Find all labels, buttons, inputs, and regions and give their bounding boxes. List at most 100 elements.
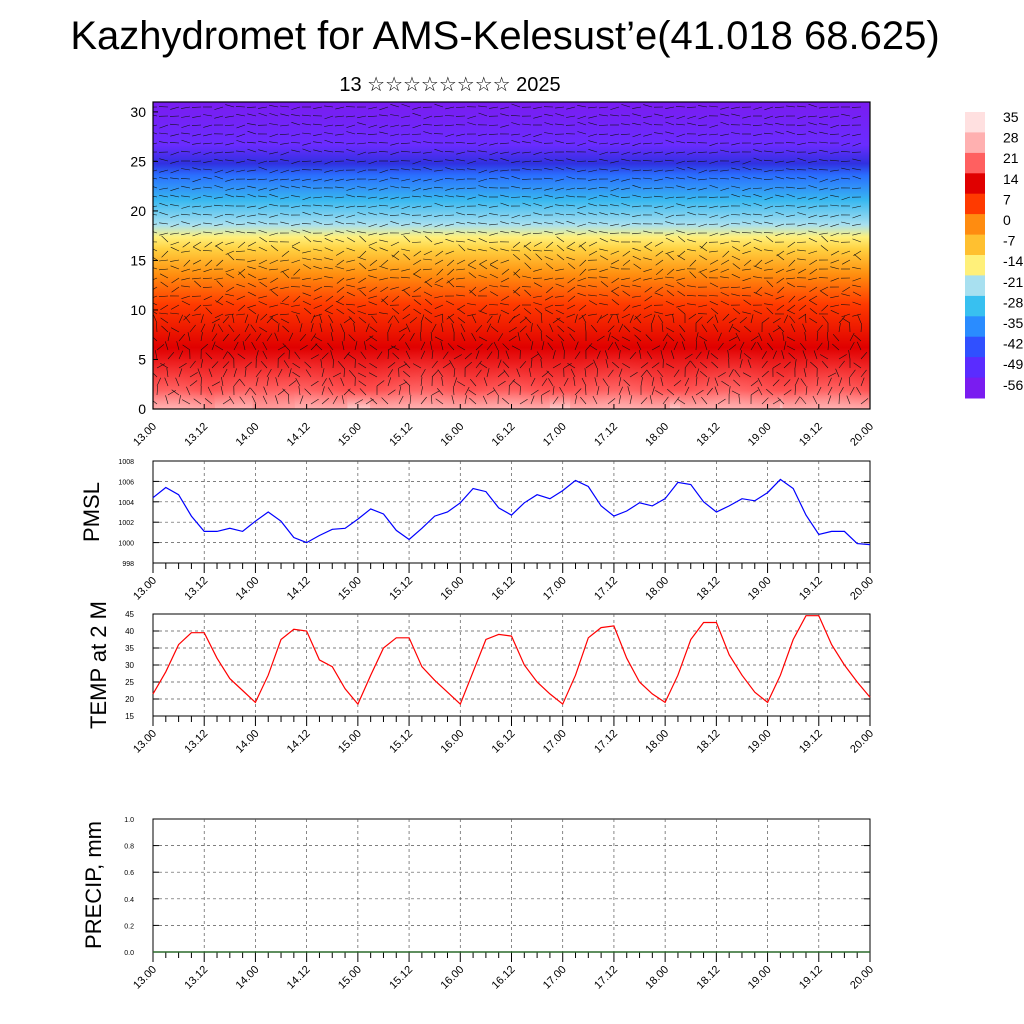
wind-vector [216, 280, 224, 288]
x-tick-label: 18.12 [695, 575, 723, 603]
wind-vector [357, 286, 367, 290]
x-tick-label: 14.00 [234, 421, 262, 449]
wind-vector [423, 131, 433, 135]
wind-vector [511, 160, 521, 163]
wind-vector [775, 160, 785, 163]
wind-vector [335, 220, 345, 225]
wind-vector [258, 205, 268, 210]
wind-vector [816, 342, 823, 351]
y-tick-label: 10 [130, 302, 146, 318]
wind-vector [699, 370, 708, 378]
wind-vector [444, 151, 455, 153]
wind-vector [319, 314, 323, 324]
wind-vector [181, 232, 191, 236]
wind-vector [732, 308, 741, 315]
wind-vector [644, 295, 653, 302]
wind-vector [165, 395, 169, 405]
wind-vector [502, 361, 510, 369]
wind-vector [698, 304, 708, 308]
wind-vector [646, 351, 653, 360]
wind-vector [467, 248, 477, 252]
wind-vector [445, 250, 455, 255]
x-tick-label: 18.00 [643, 421, 671, 449]
wind-vector [605, 350, 609, 360]
wind-vector [665, 115, 675, 119]
wind-vector [819, 286, 829, 292]
wind-vector [379, 169, 389, 174]
wind-vector [565, 214, 576, 216]
wind-vector [321, 378, 327, 387]
wind-vector [775, 268, 785, 274]
wind-vector [701, 324, 708, 333]
wind-vector [295, 377, 301, 387]
wind-vector [202, 142, 213, 145]
wind-vector [305, 369, 312, 378]
wind-vector [673, 369, 680, 378]
wind-vector [401, 178, 411, 182]
wind-vector [290, 142, 301, 144]
wind-vector [457, 345, 466, 351]
wind-vector [435, 277, 444, 283]
wind-vector [192, 115, 202, 118]
wind-vector [478, 204, 488, 207]
wind-vector [566, 220, 576, 225]
wind-vector [665, 196, 675, 199]
wind-vector [270, 290, 279, 297]
wind-vector [794, 359, 797, 369]
wind-vector [677, 282, 686, 288]
wind-vector [239, 378, 246, 387]
y-tick-label: 0.4 [124, 897, 134, 904]
wind-vector [750, 314, 754, 324]
wind-vector [489, 169, 499, 173]
wind-vector [269, 187, 279, 191]
wind-vector [356, 205, 367, 208]
wind-vector [519, 325, 527, 333]
wind-vector [345, 223, 356, 225]
wind-vector [445, 232, 455, 235]
wind-vector [851, 187, 862, 189]
x-tick-label: 16.00 [438, 964, 466, 992]
wind-vector [508, 316, 516, 324]
colorbar-label: 28 [1003, 130, 1019, 146]
x-tick-label: 15.00 [336, 421, 364, 449]
colorbar-swatch [965, 260, 985, 266]
wind-vector [783, 379, 791, 387]
wind-vector [665, 250, 675, 255]
wind-vector [259, 236, 268, 243]
wind-vector [214, 277, 224, 280]
wind-vector [368, 196, 378, 199]
wind-vector [279, 178, 290, 181]
wind-vector [676, 167, 686, 171]
wind-vector [181, 205, 191, 209]
wind-vector [667, 253, 675, 261]
wind-vector [390, 185, 400, 189]
wind-vector [304, 361, 312, 369]
wind-vector [225, 300, 235, 306]
wind-vector [225, 104, 235, 108]
wind-vector [522, 160, 532, 163]
x-tick-label: 20.00 [848, 728, 876, 756]
wind-vector [566, 230, 576, 234]
wind-vector [720, 232, 730, 236]
wind-vector [357, 221, 367, 225]
wind-vector [530, 395, 535, 405]
wind-vector [687, 249, 697, 252]
wind-vector [159, 132, 169, 135]
wind-vector [544, 230, 554, 234]
wind-vector [533, 241, 543, 247]
wind-vector [505, 350, 510, 360]
wind-vector [441, 377, 444, 387]
wind-vector [533, 212, 543, 216]
wind-vector [649, 395, 653, 405]
wind-vector [761, 360, 768, 369]
wind-vector [665, 169, 675, 172]
wind-vector [181, 300, 191, 306]
wind-vector [435, 250, 444, 257]
wind-vector [809, 317, 818, 324]
wind-vector [599, 151, 609, 155]
wind-vector [810, 361, 818, 369]
wind-vector [225, 187, 235, 191]
wind-vector [763, 132, 774, 135]
wind-vector [269, 104, 279, 108]
